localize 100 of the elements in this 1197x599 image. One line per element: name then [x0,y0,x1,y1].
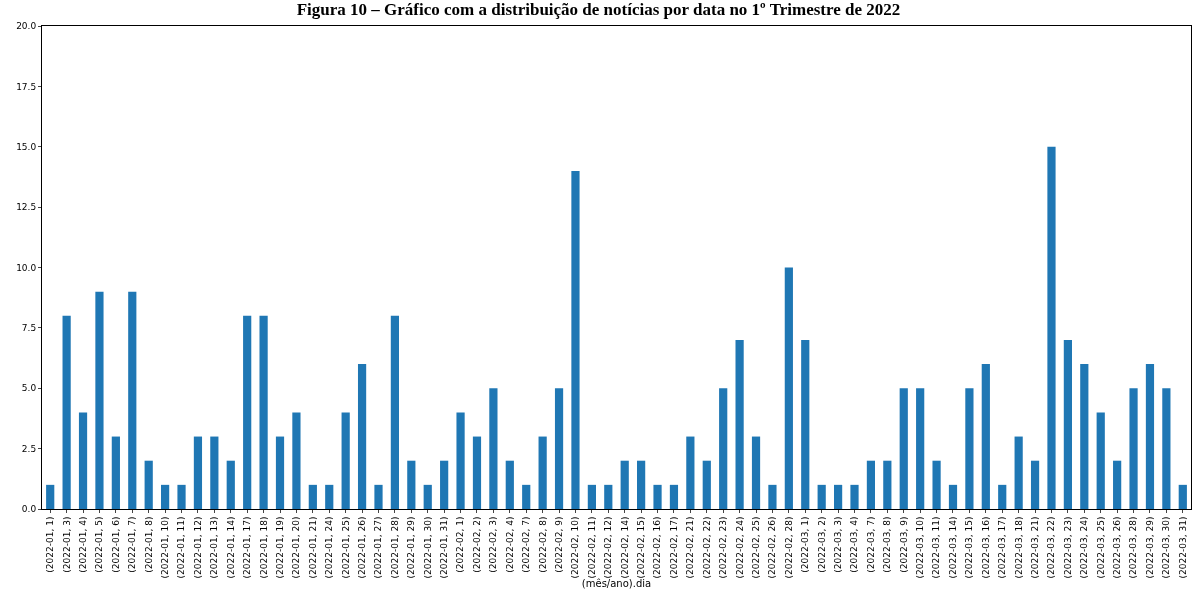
x-tick-label: (2022-02, 11) [586,516,597,579]
x-tick-label: (2022-03, 21) [1029,516,1040,579]
x-tick-label: (2022-02, 16) [652,516,663,579]
x-tick-label: (2022-03, 23) [1062,516,1073,579]
y-tick-label: 20.0 [16,21,37,32]
x-tick-label: (2022-02, 15) [636,516,647,579]
x-tick-label: (2022-03, 1) [800,516,811,573]
x-tick-label: (2022-01, 6) [110,516,121,573]
x-tick-label: (2022-01, 17) [242,516,253,579]
x-tick-label: (2022-01, 19) [274,516,285,579]
x-tick-label: (2022-01, 31) [439,516,450,579]
x-tick-label: (2022-03, 18) [1013,516,1024,579]
x-axis-title: (mês/ano).dia [581,578,652,590]
x-tick-label: (2022-01, 13) [209,516,220,579]
bar [193,436,203,509]
bar [751,436,761,509]
bar [325,484,334,509]
bar [1080,364,1089,509]
bar [259,315,268,509]
bar [161,484,170,509]
x-tick-label: (2022-02, 12) [603,516,614,579]
bar [1145,364,1155,509]
bar [833,484,843,509]
x-tick-label: (2022-01, 14) [225,516,236,579]
x-tick-label: (2022-02, 21) [685,516,696,579]
chart-title: Figura 10 – Gráfico com a distribuição de notícias por data no 1º Trimestre de 2022 [296,0,901,19]
x-tick-label: (2022-02, 25) [750,516,761,579]
y-tick-label: 12.5 [16,202,37,213]
bar [916,388,925,509]
x-tick-label: (2022-03, 25) [1095,516,1106,579]
x-tick-label: (2022-03, 11) [931,516,942,579]
x-tick-label: (2022-02, 10) [570,516,581,579]
x-tick-label: (2022-02, 22) [701,516,712,579]
bar [292,412,301,509]
y-tick-label: 17.5 [16,81,37,92]
x-tick-label: (2022-02, 24) [734,516,745,579]
bar [702,460,711,509]
x-tick-label: (2022-01, 27) [373,516,384,579]
bar [243,315,252,509]
bar [46,484,55,509]
x-tick-label: (2022-02, 28) [783,516,794,579]
bar [472,436,482,509]
bar [1030,460,1040,509]
bar [1063,339,1072,509]
bar [620,460,629,509]
bar [735,339,744,509]
bar [522,484,531,509]
x-tick-label: (2022-02, 1) [455,516,466,573]
x-tick-label: (2022-01, 5) [94,516,105,573]
bar [981,364,990,509]
x-tick-label: (2022-01, 10) [160,516,171,579]
x-tick-label: (2022-02, 2) [471,516,482,573]
bar [653,484,662,509]
x-tick-label: (2022-03, 3) [833,516,844,573]
x-tick-label: (2022-03, 31) [1177,516,1188,579]
bar [965,388,974,509]
x-tick-label: (2022-03, 9) [898,516,909,573]
x-tick-label: (2022-02, 7) [521,516,532,573]
bar [1014,436,1023,509]
y-tick-label: 5.0 [21,383,37,394]
x-tick-label: (2022-02, 23) [718,516,729,579]
bar [1096,412,1105,509]
bar [554,388,564,509]
x-tick-label: (2022-03, 24) [1079,516,1090,579]
bar [78,412,88,509]
bar [489,388,498,509]
bar [1047,146,1056,509]
y-tick-label: 15.0 [16,141,37,152]
x-tick-label: (2022-03, 15) [964,516,975,579]
bar [538,436,547,509]
x-tick-label: (2022-02, 3) [488,516,499,573]
x-tick-label: (2022-02, 26) [767,516,778,579]
x-tick-label: (2022-03, 4) [849,516,860,573]
x-tick-label: (2022-01, 29) [406,516,417,579]
bar [456,412,465,509]
bar [144,460,153,509]
x-tick-label: (2022-01, 4) [77,516,88,573]
y-tick-label: 0.0 [21,504,37,515]
bar [111,436,120,509]
x-tick-label: (2022-01, 21) [307,516,318,579]
x-tick-label: (2022-01, 12) [192,516,203,579]
bar [407,460,416,509]
y-tick-label: 2.5 [21,443,37,454]
bar [1129,388,1138,509]
x-tick-label: (2022-02, 14) [619,516,630,579]
x-tick-label: (2022-01, 8) [143,516,154,573]
bar [571,170,580,509]
bar [1178,484,1187,509]
bar [686,436,695,509]
bar [62,315,71,509]
bar [95,291,104,509]
x-tick-label: (2022-01, 20) [291,516,302,579]
bar [883,460,892,509]
bar [850,484,859,509]
bar [440,460,449,509]
x-tick-label: (2022-02, 17) [668,516,679,579]
x-tick-label: (2022-01, 30) [422,516,433,579]
x-tick-label: (2022-01, 3) [61,516,72,573]
bar [275,436,285,509]
x-tick-label: (2022-01, 26) [357,516,367,579]
